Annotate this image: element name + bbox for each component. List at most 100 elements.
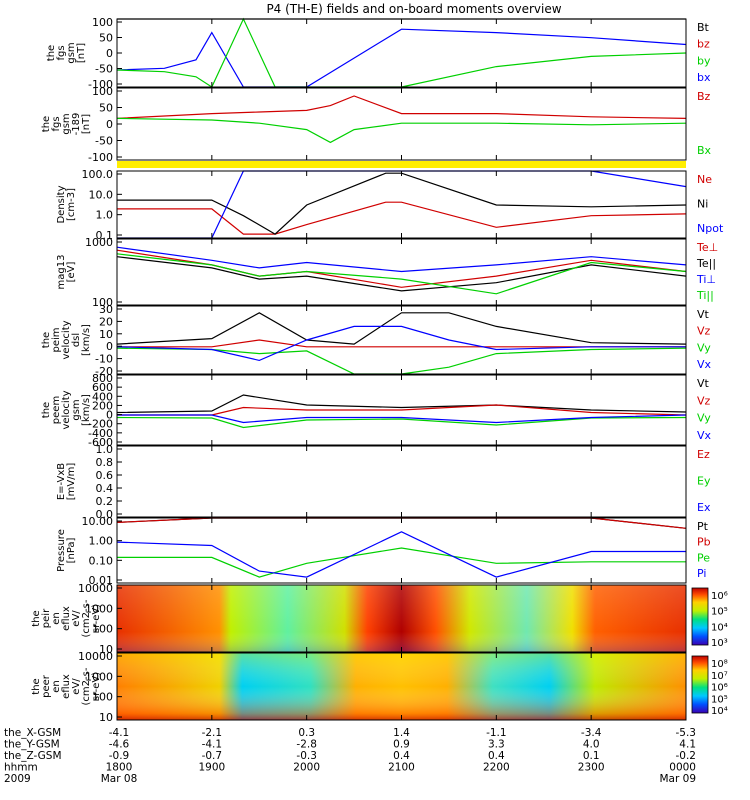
series-line-bx	[116, 28, 687, 88]
legend-te||: Te||	[696, 257, 716, 270]
series-line-vt	[116, 394, 687, 414]
spectrogram-shading	[117, 653, 686, 720]
y-axis-label-line: [nPa]	[66, 537, 77, 563]
y-tick-label: 1000	[85, 670, 113, 683]
y-tick-label: -100	[88, 151, 113, 164]
y-axis-label-line: -189	[71, 113, 82, 136]
series-line-ni	[117, 172, 687, 235]
series-line-ti||	[116, 253, 687, 295]
legend-ex: Ex	[697, 501, 711, 514]
y-axis-label-line: mag13	[56, 255, 67, 290]
panel-7: 1.00.80.60.40.20.0 E=-VxB [mV/m] Ez Ey Ex	[56, 443, 711, 521]
y-axis-label-line: the	[46, 45, 57, 61]
colorbar-tick-label: 10⁸	[711, 659, 728, 670]
axis-value: -1.1	[486, 727, 507, 739]
y-tick-label: -50	[95, 135, 113, 148]
panel-2: 100 50 0 -50 -100 the fgs gsm -189 [nT] Bz Bx	[41, 85, 712, 164]
legend-pe: Pe	[697, 551, 710, 564]
y-axis-label-line: dsl	[71, 333, 82, 347]
axis-value: Mar 09	[659, 773, 696, 785]
y-tick-label: 200	[92, 399, 113, 412]
colorbar-tick-label: 10⁴	[711, 706, 728, 717]
y-axis-label-line: eV/	[71, 610, 82, 627]
y-tick-label: -20	[95, 365, 113, 378]
y-axis-label-line: (cm2-s-	[81, 599, 92, 637]
axis-value: 1.4	[393, 727, 410, 739]
y-axis-label: the peem velocity gsm [km/s]	[41, 390, 92, 429]
y-tick-label: 10.0	[89, 188, 114, 201]
y-tick-label: 10	[99, 643, 113, 656]
y-axis-label-line: [km/s]	[81, 324, 92, 356]
y-tick-label: 1000	[85, 236, 113, 249]
legend-pi: Pi	[697, 567, 706, 580]
y-tick-label: 100	[92, 623, 113, 636]
y-tick-label: 0.0	[96, 508, 114, 521]
series-line-vy	[116, 416, 687, 429]
y-tick-label: 50	[99, 32, 113, 45]
quality-flag-bar	[117, 161, 686, 168]
panel-3: 100.0 10.0 1.0 0.1 Density [cm-3] Ne Ni Npot	[56, 168, 724, 242]
axis-value: 2300	[578, 762, 605, 774]
legend-vt: Vt	[697, 377, 710, 390]
legend-vx: Vx	[697, 358, 712, 371]
axis-value: -4.6	[109, 739, 130, 751]
y-tick-label: 10.00	[82, 515, 114, 528]
series-line-ne	[117, 201, 687, 235]
y-tick-label: 100	[92, 691, 113, 704]
axis-value: Mar 08	[101, 773, 138, 785]
colorbar-tick-label: 10⁷	[711, 671, 728, 682]
legend-vy: Vy	[697, 341, 711, 354]
colorbar: 10⁶ 10⁵ 10⁴ 10³	[691, 587, 728, 649]
y-tick-label: 100	[92, 85, 113, 98]
colorbar-tick-label: 10⁶	[711, 683, 728, 694]
axis-value: 1800	[106, 762, 133, 774]
y-tick-label: 1.00	[89, 535, 114, 548]
y-axis-label-line: [km/s]	[81, 394, 92, 426]
legend-by: by	[697, 54, 711, 67]
legend-ti||: Ti||	[696, 289, 714, 302]
panel-frame	[116, 87, 687, 161]
axis-value: -0.9	[109, 750, 130, 762]
y-axis-label-line: (cm2-s-	[81, 667, 92, 705]
colorbar-tick-label: 10⁶	[711, 591, 728, 602]
y-tick-label: 0	[106, 118, 113, 131]
y-axis-label: the peer en eflux eV/(cm2-s-sr-eV)	[31, 667, 102, 705]
axis-row-label: the_X-GSM	[4, 727, 61, 739]
panel-8: 10.00 1.00 0.10 0.01 Pressure [nPa] Pt Pb Pe Pi	[56, 515, 711, 587]
y-tick-label: 10000	[78, 650, 113, 663]
y-axis-label-line: E=-VxB	[56, 463, 67, 500]
legend-bt: Bt	[697, 21, 710, 34]
y-axis-label: the peir en eflux eV/(cm2-s-sr-eV)	[31, 599, 102, 637]
axis-row-label: the_Z-GSM	[4, 750, 62, 762]
legend-pb: Pb	[697, 536, 711, 549]
y-axis-label-line: en	[51, 680, 62, 693]
y-axis-label-line: gsm	[66, 42, 77, 63]
spectrogram-shading	[117, 585, 686, 652]
y-tick-label: 0.2	[96, 495, 114, 508]
y-axis-label-line: peir	[41, 608, 52, 628]
time-axis: the_X-GSMthe_Y-GSMthe_Z-GSMhhmm2009-4.1-…	[4, 727, 696, 785]
y-tick-label: 600	[92, 381, 113, 394]
legend-ti⊥: Ti⊥	[696, 273, 716, 286]
y-axis-label-line: the	[31, 610, 42, 626]
panel-9: 10⁶ 10⁵ 10⁴ 10³ 10000 1000 100 10 the peir en eflux…	[31, 582, 728, 656]
y-tick-label: 800	[92, 372, 113, 385]
y-tick-label: 0.10	[89, 554, 114, 567]
y-axis-label-line: [mV/m]	[66, 463, 77, 501]
axis-value: 2000	[293, 762, 320, 774]
y-tick-label: -100	[88, 78, 113, 91]
y-tick-label: 10000	[78, 582, 113, 595]
legend-ni: Ni	[697, 198, 708, 211]
legend-ey: Ey	[697, 475, 711, 488]
axis-value: 0.4	[393, 750, 410, 762]
y-tick-label: 50	[99, 102, 113, 115]
legend-vt: Vt	[697, 308, 710, 321]
series-line-vx	[116, 325, 686, 362]
y-axis-label-line: peem	[51, 396, 62, 424]
y-tick-label: -10	[95, 353, 113, 366]
legend-bz: bz	[697, 38, 710, 51]
y-axis-label: Pressure [nPa]	[56, 529, 77, 572]
panel-frame	[116, 170, 687, 239]
y-axis-label-line: the	[41, 402, 52, 418]
